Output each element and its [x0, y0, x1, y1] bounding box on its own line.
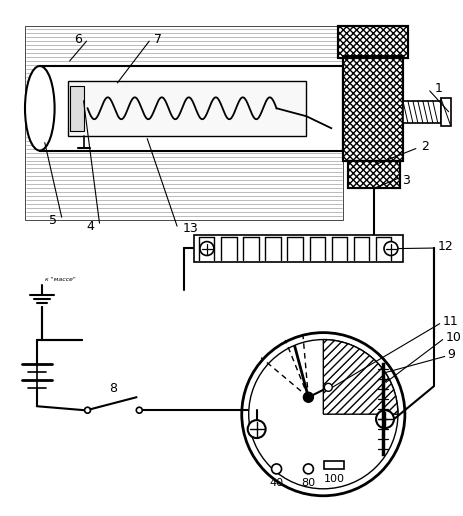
- Bar: [40, 66, 343, 151]
- Text: 6: 6: [74, 33, 81, 45]
- Bar: [343, 56, 402, 160]
- Bar: [440, 98, 450, 126]
- Circle shape: [84, 407, 90, 413]
- Circle shape: [271, 464, 281, 474]
- Bar: [324, 461, 344, 469]
- Text: 11: 11: [442, 315, 457, 328]
- Bar: [347, 160, 399, 188]
- Text: 5: 5: [49, 214, 56, 227]
- Text: 13: 13: [183, 222, 198, 235]
- Text: 40: 40: [269, 478, 283, 488]
- Circle shape: [383, 241, 397, 255]
- Bar: [402, 101, 440, 123]
- Circle shape: [375, 410, 393, 428]
- Bar: [69, 86, 83, 131]
- Bar: [347, 160, 399, 188]
- Text: к "массе": к "массе": [44, 277, 75, 282]
- Circle shape: [303, 464, 313, 474]
- Circle shape: [247, 420, 265, 438]
- Text: 4: 4: [87, 220, 94, 233]
- Circle shape: [303, 392, 313, 402]
- Ellipse shape: [25, 66, 55, 151]
- Circle shape: [324, 383, 332, 391]
- Text: 10: 10: [445, 331, 461, 344]
- Bar: [68, 81, 306, 136]
- Bar: [338, 26, 407, 58]
- Text: 12: 12: [437, 239, 452, 252]
- Text: 2: 2: [420, 140, 428, 153]
- Text: 1: 1: [434, 83, 442, 95]
- Bar: [338, 26, 407, 58]
- Text: 8: 8: [109, 382, 117, 395]
- Wedge shape: [323, 340, 397, 414]
- Bar: [194, 235, 402, 262]
- Text: 9: 9: [447, 348, 455, 361]
- Text: 80: 80: [300, 478, 315, 488]
- Bar: [343, 56, 402, 160]
- Circle shape: [241, 333, 404, 496]
- Text: 7: 7: [154, 33, 162, 45]
- Circle shape: [136, 407, 142, 413]
- Text: 3: 3: [401, 174, 409, 187]
- Circle shape: [200, 241, 213, 255]
- Text: 100: 100: [323, 474, 344, 484]
- Bar: [25, 26, 343, 220]
- Circle shape: [248, 340, 397, 489]
